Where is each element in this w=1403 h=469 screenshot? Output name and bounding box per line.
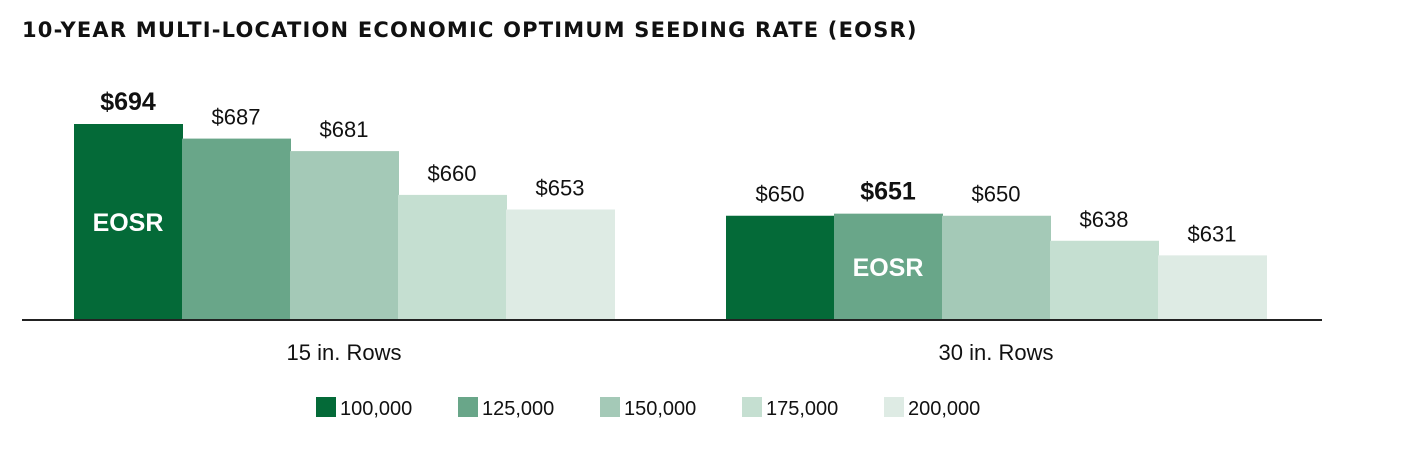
value-label: $694: [100, 88, 156, 116]
bar-30in-150000: [942, 215, 1051, 320]
bar-15in-150000: [290, 151, 399, 320]
legend-swatch: [742, 397, 762, 417]
bar-15in-125000: [182, 138, 291, 320]
legend-swatch: [884, 397, 904, 417]
value-label: $653: [536, 175, 585, 200]
bar-30in-175000: [1050, 240, 1159, 320]
category-label: 15 in. Rows: [287, 340, 402, 365]
bar-30in-125000: [834, 213, 943, 320]
legend-label: 150,000: [624, 398, 696, 420]
legend-swatch: [600, 397, 620, 417]
value-label: $660: [428, 161, 477, 186]
eosr-label: EOSR: [853, 254, 924, 282]
bar-15in-200000: [506, 209, 615, 320]
value-label: $650: [756, 182, 805, 207]
bar-30in-100000: [726, 215, 835, 320]
legend-swatch: [458, 397, 478, 417]
bar-30in-200000: [1158, 255, 1267, 320]
value-label: $650: [972, 182, 1021, 207]
value-label: $651: [860, 178, 916, 206]
value-label: $631: [1188, 221, 1237, 246]
value-label: $638: [1080, 207, 1129, 232]
legend-label: 200,000: [908, 398, 980, 420]
bar-15in-100000: [74, 124, 183, 320]
legend-label: 100,000: [340, 398, 412, 420]
legend-label: 175,000: [766, 398, 838, 420]
bar-15in-175000: [398, 194, 507, 320]
category-label: 30 in. Rows: [939, 340, 1054, 365]
legend-swatch: [316, 397, 336, 417]
chart-title: 10-YEAR MULTI-LOCATION ECONOMIC OPTIMUM …: [22, 18, 918, 42]
legend-label: 125,000: [482, 398, 554, 420]
value-label: $687: [212, 105, 261, 130]
value-label: $681: [320, 117, 369, 142]
eosr-label: EOSR: [93, 209, 164, 237]
